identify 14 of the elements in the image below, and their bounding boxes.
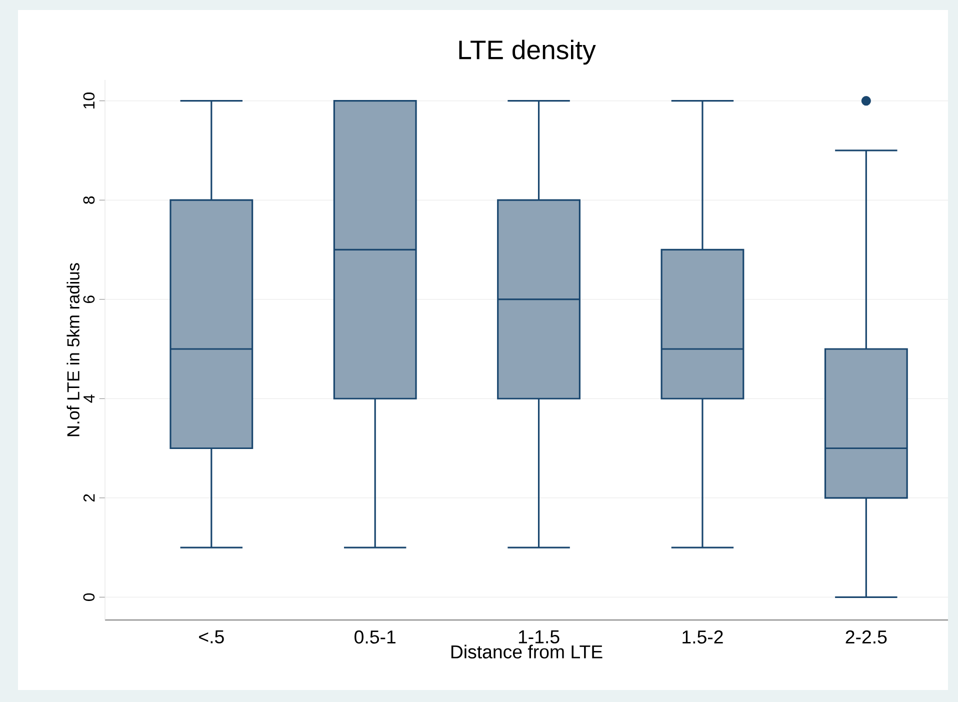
x-tick-label: 2-2.5 (846, 630, 887, 644)
x-axis-title: Distance from LTE (451, 644, 602, 658)
y-tick-label: 10 (83, 92, 95, 109)
x-tick-label: 0.5-1 (354, 630, 396, 644)
y-tick-label: 8 (83, 196, 95, 204)
y-tick-label: 4 (84, 394, 95, 403)
x-tick-label: <.5 (199, 630, 224, 644)
x-tick-label: 1-1.5 (518, 630, 560, 644)
y-tick-label: 0 (83, 593, 95, 601)
x-tick-label: 1.5-2 (682, 630, 723, 644)
chart-title: LTE density (459, 40, 596, 65)
y-axis-title: N.of LTE in 5km radius (66, 263, 80, 436)
y-tick-label: 2 (83, 494, 95, 502)
y-tick-label: 6 (83, 296, 95, 303)
